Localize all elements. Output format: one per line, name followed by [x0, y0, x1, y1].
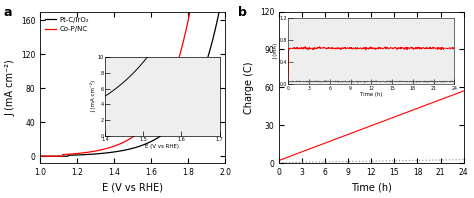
Y-axis label: J (mA cm⁻²): J (mA cm⁻²): [6, 59, 16, 116]
Text: b: b: [238, 6, 247, 19]
X-axis label: E (V vs RHE): E (V vs RHE): [102, 182, 164, 192]
Text: a: a: [3, 6, 12, 19]
Legend: Pt-C/IrO₂, Co-P/NC: Pt-C/IrO₂, Co-P/NC: [44, 15, 90, 33]
Y-axis label: Charge (C): Charge (C): [244, 61, 254, 114]
X-axis label: Time (h): Time (h): [351, 182, 392, 192]
